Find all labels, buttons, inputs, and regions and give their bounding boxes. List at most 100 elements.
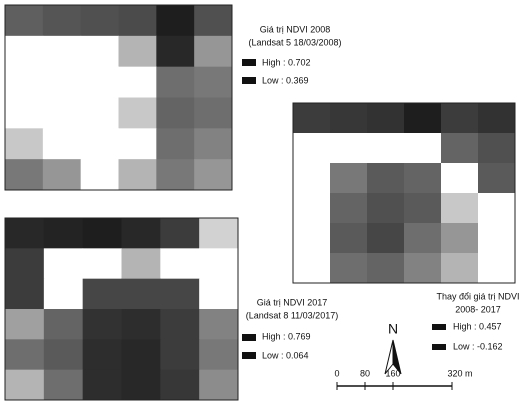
- scale-bar: [337, 382, 452, 390]
- raster-cell: [122, 370, 161, 401]
- raster-cell: [119, 67, 157, 98]
- raster-cell: [156, 36, 194, 67]
- raster-cell: [5, 218, 44, 249]
- raster-cell: [81, 5, 119, 36]
- legend-high: High : 0.702: [262, 57, 311, 67]
- raster-cell: [160, 279, 199, 310]
- raster-cell: [367, 193, 405, 224]
- raster-cell: [441, 193, 479, 224]
- legend-high: High : 0.769: [262, 331, 311, 341]
- raster-cell: [293, 163, 331, 194]
- high-swatch: [242, 59, 256, 66]
- scale-label: 0: [334, 368, 339, 378]
- raster-cell: [404, 163, 442, 194]
- raster-cell: [478, 223, 516, 254]
- raster-cell: [119, 98, 157, 129]
- raster-cell: [441, 223, 479, 254]
- legend-title: Thay đổi giá trị NDVI: [436, 291, 519, 301]
- raster-cell: [5, 309, 44, 340]
- raster-cell: [5, 5, 43, 36]
- raster-cell: [83, 279, 122, 310]
- raster-cell: [44, 339, 83, 370]
- north-label: N: [388, 321, 398, 337]
- legend-title: Giá trị NDVI 2017: [257, 297, 328, 307]
- raster-cell: [199, 218, 238, 249]
- raster-cell: [43, 5, 81, 36]
- raster-map: [5, 5, 233, 191]
- raster-cell: [478, 163, 516, 194]
- raster-cell: [44, 309, 83, 340]
- raster-cell: [160, 248, 199, 279]
- raster-map: [293, 103, 516, 284]
- raster-cell: [367, 163, 405, 194]
- raster-cell: [43, 98, 81, 129]
- raster-cell: [81, 128, 119, 159]
- raster-cell: [119, 159, 157, 190]
- raster-cell: [156, 67, 194, 98]
- raster-cell: [293, 133, 331, 164]
- raster-cell: [44, 279, 83, 310]
- legend-subtitle: (Landsat 5 18/03/2008): [248, 37, 341, 47]
- raster-cell: [330, 253, 368, 284]
- raster-cell: [199, 309, 238, 340]
- legend-high: High : 0.457: [453, 321, 502, 331]
- raster-cell: [43, 67, 81, 98]
- raster-cell: [83, 370, 122, 401]
- raster-cell: [441, 103, 479, 134]
- raster-cell: [293, 193, 331, 224]
- raster-cell: [330, 223, 368, 254]
- raster-cell: [119, 36, 157, 67]
- legend-title: Giá trị NDVI 2008: [260, 24, 331, 34]
- scale-label: 320 m: [447, 368, 472, 378]
- raster-cell: [160, 309, 199, 340]
- raster-cell: [293, 103, 331, 134]
- raster-cell: [404, 253, 442, 284]
- legend-low: Low : 0.369: [262, 75, 309, 85]
- low-swatch: [242, 352, 256, 359]
- raster-cell: [404, 193, 442, 224]
- raster-cell: [122, 279, 161, 310]
- raster-cell: [119, 128, 157, 159]
- raster-cell: [5, 370, 44, 401]
- raster-cell: [81, 36, 119, 67]
- raster-cell: [293, 253, 331, 284]
- raster-cell: [478, 193, 516, 224]
- raster-cell: [160, 370, 199, 401]
- raster-cell: [83, 339, 122, 370]
- raster-cell: [81, 67, 119, 98]
- raster-cell: [441, 163, 479, 194]
- raster-cell: [122, 248, 161, 279]
- raster-cell: [5, 339, 44, 370]
- high-swatch: [432, 324, 446, 330]
- raster-cell: [199, 279, 238, 310]
- raster-map: [5, 218, 239, 401]
- raster-cell: [160, 218, 199, 249]
- raster-cell: [122, 218, 161, 249]
- raster-cell: [367, 223, 405, 254]
- high-swatch: [242, 334, 256, 341]
- raster-cell: [122, 339, 161, 370]
- raster-cell: [160, 339, 199, 370]
- raster-cell: [119, 5, 157, 36]
- scale-label: 80: [360, 368, 370, 378]
- raster-cell: [156, 5, 194, 36]
- raster-cell: [330, 193, 368, 224]
- raster-cell: [367, 253, 405, 284]
- raster-cell: [330, 163, 368, 194]
- raster-cell: [83, 309, 122, 340]
- raster-cell: [441, 133, 479, 164]
- raster-cell: [367, 103, 405, 134]
- raster-cell: [194, 67, 232, 98]
- raster-cell: [199, 248, 238, 279]
- raster-cell: [478, 253, 516, 284]
- raster-cell: [5, 98, 43, 129]
- legend-low: Low : 0.064: [262, 350, 309, 360]
- raster-cell: [199, 370, 238, 401]
- raster-cell: [194, 36, 232, 67]
- raster-cell: [122, 309, 161, 340]
- raster-cell: [44, 218, 83, 249]
- raster-cell: [441, 253, 479, 284]
- raster-cell: [43, 36, 81, 67]
- raster-cell: [478, 103, 516, 134]
- raster-cell: [83, 218, 122, 249]
